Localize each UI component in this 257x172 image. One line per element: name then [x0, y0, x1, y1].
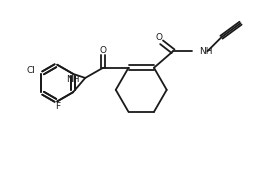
Text: O: O [99, 46, 107, 55]
Text: F: F [55, 102, 60, 111]
Text: NH: NH [199, 47, 213, 56]
Text: Cl: Cl [26, 66, 35, 74]
Text: NH: NH [66, 76, 80, 84]
Text: O: O [155, 33, 163, 42]
